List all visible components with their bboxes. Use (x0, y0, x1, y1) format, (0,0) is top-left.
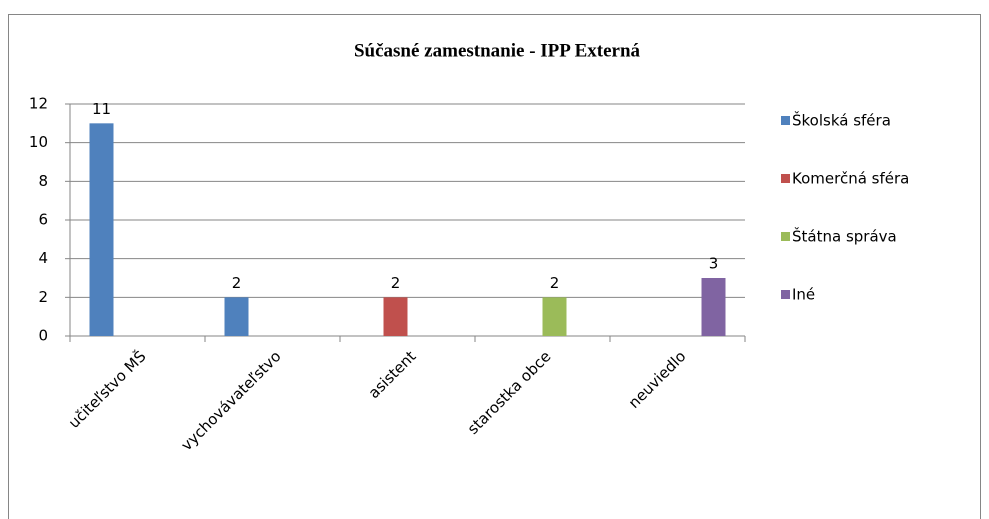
legend-swatch (781, 116, 790, 125)
legend-swatch (781, 290, 790, 299)
chart-frame (8, 14, 981, 519)
y-tick-label: 0 (38, 327, 48, 345)
legend-label: Iné (792, 286, 815, 304)
bar (89, 123, 114, 336)
bar (542, 297, 567, 336)
y-tick-label: 2 (38, 288, 48, 306)
legend-swatch (781, 174, 790, 183)
legend-label: Školská sféra (792, 111, 891, 130)
data-label: 2 (550, 274, 560, 292)
chart-title: Súčasné zamestnanie - IPP Externá (354, 40, 641, 61)
data-label: 2 (391, 274, 401, 292)
y-tick-label: 10 (29, 133, 48, 151)
bar (383, 297, 408, 336)
legend-label: Štátna správa (792, 227, 897, 246)
data-label: 3 (709, 255, 719, 273)
legend-swatch (781, 232, 790, 241)
bar (701, 278, 726, 336)
y-tick-label: 6 (38, 211, 48, 229)
y-tick-label: 4 (38, 249, 48, 267)
bar (224, 297, 249, 336)
data-label: 2 (232, 274, 242, 292)
y-tick-label: 8 (38, 172, 48, 190)
legend-label: Komerčná sféra (792, 170, 909, 188)
y-tick-label: 12 (29, 95, 48, 113)
data-label: 11 (92, 100, 111, 118)
